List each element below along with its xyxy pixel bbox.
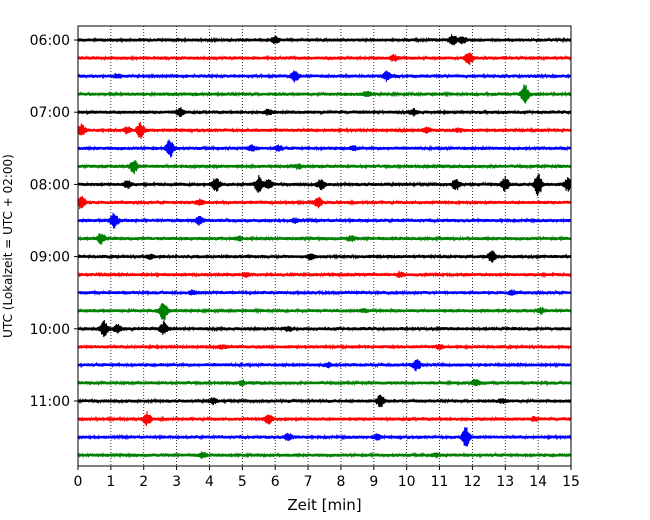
- seismic-traces: [77, 34, 572, 459]
- seismic-trace: [77, 34, 572, 46]
- seismic-trace: [77, 212, 572, 229]
- seismic-trace: [77, 359, 572, 372]
- x-tick-label: 7: [304, 474, 313, 490]
- y-tick-label: 08:00: [30, 177, 70, 193]
- x-tick-label: 6: [271, 474, 280, 490]
- x-tick-label: 4: [205, 474, 214, 490]
- plot-frame: [77, 25, 572, 467]
- seismic-trace: [77, 289, 572, 297]
- x-tick-label: 5: [238, 474, 247, 490]
- seismic-trace: [77, 122, 572, 139]
- x-axis-label: Zeit [min]: [287, 496, 361, 514]
- seismic-trace: [77, 378, 572, 387]
- seismic-trace: [77, 174, 572, 197]
- seismic-trace: [77, 411, 572, 427]
- x-tick-label: 15: [562, 474, 580, 490]
- x-tick-label: 9: [369, 474, 378, 490]
- seismic-trace: [77, 70, 572, 83]
- x-tick-label: 14: [529, 474, 547, 490]
- y-tick-label: 09:00: [30, 250, 70, 266]
- y-tick-label: 06:00: [30, 33, 70, 49]
- seismic-trace: [77, 302, 572, 322]
- seismic-trace: [77, 52, 572, 66]
- x-tick-label: 2: [139, 474, 148, 490]
- seismic-trace: [77, 270, 572, 279]
- seismic-trace: [77, 233, 572, 245]
- y-tick-label: 11:00: [30, 394, 70, 410]
- y-tick-label: 10:00: [30, 322, 70, 338]
- vertical-grid: [110, 26, 539, 466]
- seismic-trace: [77, 250, 572, 263]
- x-tick-label: 11: [431, 474, 449, 490]
- x-tick-label: 3: [172, 474, 181, 490]
- x-tick-label: 13: [496, 474, 514, 490]
- seismic-trace: [77, 84, 572, 104]
- y-axis-label: UTC (Lokalzeit = UTC + 02:00): [1, 154, 15, 338]
- seismic-trace: [77, 319, 572, 338]
- seismic-trace: [77, 107, 572, 118]
- seismic-trace: [77, 394, 572, 408]
- y-axis-ticks: 06:00 07:00 08:00 09:00 10:00 11:00: [30, 33, 78, 410]
- seismic-trace: [77, 160, 572, 175]
- x-tick-label: 0: [74, 474, 83, 490]
- seismic-trace: [77, 427, 572, 447]
- x-tick-label: 10: [398, 474, 416, 490]
- x-axis-ticks: 0 1 2 3 4 5 6 7 8 9 10 11 12 13 14 15: [74, 466, 580, 490]
- x-tick-label: 12: [463, 474, 481, 490]
- seismic-trace: [77, 195, 572, 210]
- seismic-trace: [77, 451, 572, 459]
- x-tick-label: 8: [336, 474, 345, 490]
- seismic-trace: [77, 139, 572, 158]
- x-tick-label: 1: [106, 474, 115, 490]
- seismic-trace: [77, 343, 572, 351]
- y-tick-label: 07:00: [30, 105, 70, 121]
